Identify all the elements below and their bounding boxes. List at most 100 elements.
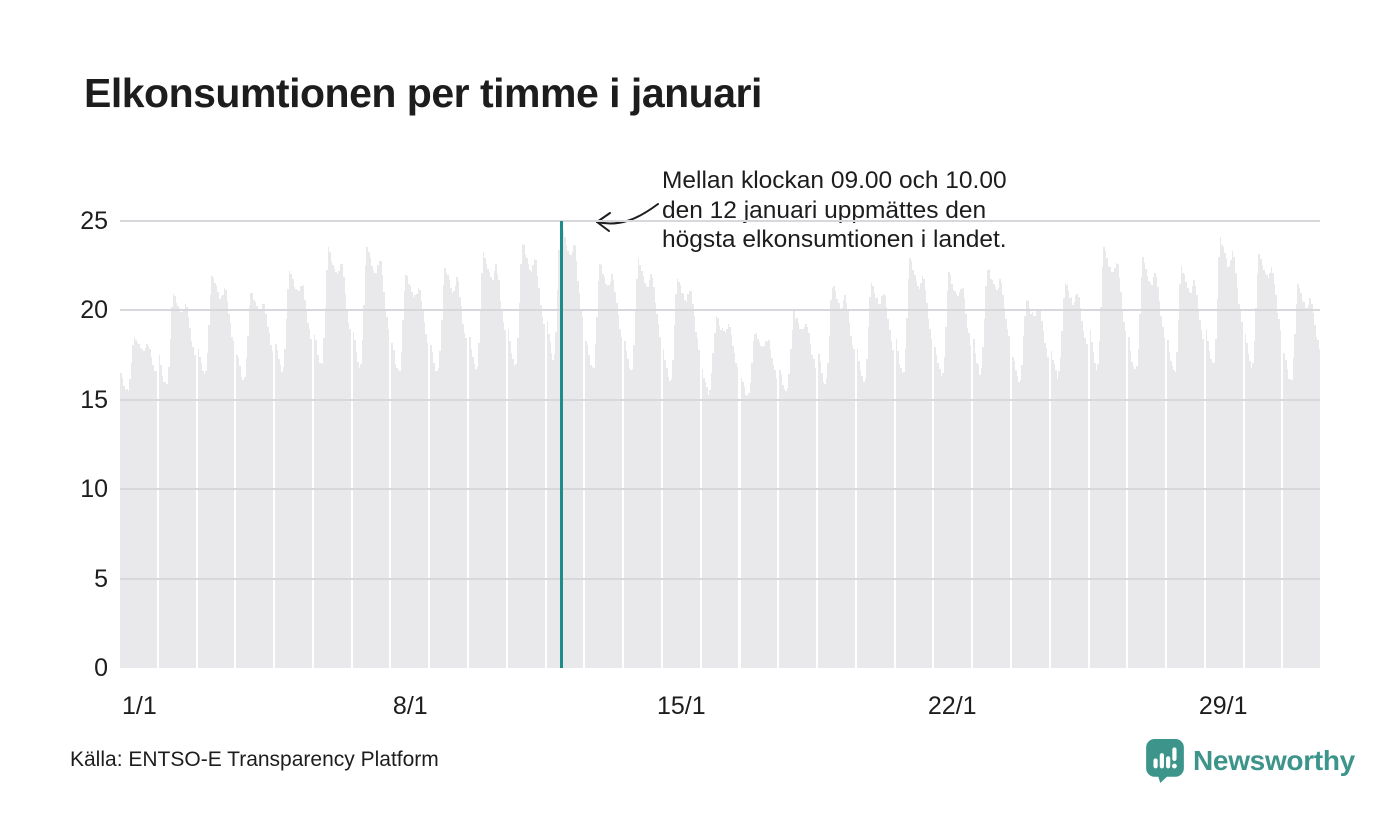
- bar: [460, 306, 463, 668]
- bar: [386, 317, 388, 668]
- bar: [802, 328, 804, 668]
- bar: [1212, 362, 1214, 668]
- bar: [1022, 336, 1025, 668]
- day-group-7/1: [352, 221, 390, 668]
- day-group-4/1: [236, 221, 274, 668]
- bar: [1027, 300, 1029, 668]
- bar: [585, 341, 587, 668]
- bar: [1190, 292, 1192, 668]
- bar: [553, 353, 556, 668]
- bar: [751, 363, 753, 668]
- bar: [575, 260, 578, 668]
- bar: [1228, 265, 1231, 668]
- bar: [1291, 380, 1293, 668]
- bar: [593, 367, 595, 668]
- bar: [530, 272, 533, 668]
- bar: [150, 356, 153, 668]
- bar: [1213, 362, 1216, 668]
- bar: [456, 277, 458, 668]
- bar: [1069, 297, 1071, 668]
- bar: [589, 365, 592, 668]
- bar: [200, 363, 203, 668]
- bar: [1076, 292, 1079, 668]
- bar: [167, 367, 170, 668]
- bar: [141, 349, 143, 668]
- bar: [266, 327, 269, 668]
- bar: [675, 293, 677, 668]
- bar: [1059, 357, 1062, 668]
- bar: [1081, 321, 1083, 668]
- bar: [451, 293, 454, 668]
- bar: [223, 287, 226, 668]
- bar: [330, 262, 333, 668]
- bar: [712, 352, 714, 668]
- bar: [782, 385, 784, 668]
- bar: [417, 288, 420, 668]
- bar: [1047, 357, 1049, 668]
- bar: [930, 338, 933, 668]
- bar: [308, 329, 311, 668]
- bar: [240, 376, 243, 668]
- bar: [1317, 340, 1319, 668]
- bar: [1137, 348, 1140, 668]
- bar: [600, 264, 603, 668]
- chart-title: Elkonsumtionen per timme i januari: [84, 70, 762, 116]
- bar: [228, 313, 230, 668]
- bar: [341, 264, 343, 668]
- bar: [374, 273, 376, 668]
- day-group-1/1: [120, 221, 157, 668]
- bar: [867, 326, 870, 668]
- bar: [910, 260, 913, 668]
- bar: [124, 389, 127, 668]
- bar: [1128, 337, 1130, 668]
- bar: [355, 351, 358, 668]
- bar: [606, 286, 609, 668]
- bar: [462, 324, 464, 668]
- bar: [1163, 338, 1166, 668]
- bar: [717, 317, 719, 668]
- bar: [281, 372, 283, 668]
- bar: [285, 318, 288, 668]
- day-group-3/1: [197, 221, 235, 668]
- bar: [290, 274, 292, 668]
- bar: [968, 332, 970, 668]
- bar: [693, 316, 696, 668]
- bar: [533, 258, 536, 668]
- bar: [1202, 339, 1204, 668]
- bar: [1250, 368, 1253, 668]
- bar: [662, 348, 665, 668]
- bar: [485, 264, 488, 668]
- bar: [1224, 253, 1226, 668]
- bar: [1231, 251, 1234, 668]
- bar: [969, 344, 972, 668]
- bar: [774, 369, 776, 668]
- bar: [299, 286, 302, 668]
- bar: [648, 279, 651, 668]
- bar: [703, 378, 705, 668]
- bar: [387, 329, 390, 668]
- bar: [171, 306, 173, 668]
- bar: [856, 348, 859, 668]
- bar: [624, 340, 626, 668]
- bar: [1174, 371, 1177, 668]
- bar: [721, 328, 724, 668]
- bar: [253, 299, 255, 668]
- bar: [1098, 341, 1101, 668]
- bar: [1230, 260, 1232, 668]
- bar: [265, 314, 267, 668]
- bar: [375, 272, 378, 668]
- bar: [934, 346, 936, 668]
- bar: [912, 270, 914, 668]
- bar: [642, 275, 645, 668]
- bar: [139, 347, 142, 668]
- bar: [630, 370, 632, 668]
- bar: [378, 260, 381, 668]
- bar: [690, 291, 693, 668]
- highlight-bar: [559, 221, 563, 668]
- bar: [599, 263, 601, 668]
- bar: [1307, 305, 1310, 668]
- bar: [515, 363, 517, 668]
- bar: [1185, 282, 1187, 668]
- bar: [779, 369, 781, 668]
- day-group-2/1: [158, 221, 196, 668]
